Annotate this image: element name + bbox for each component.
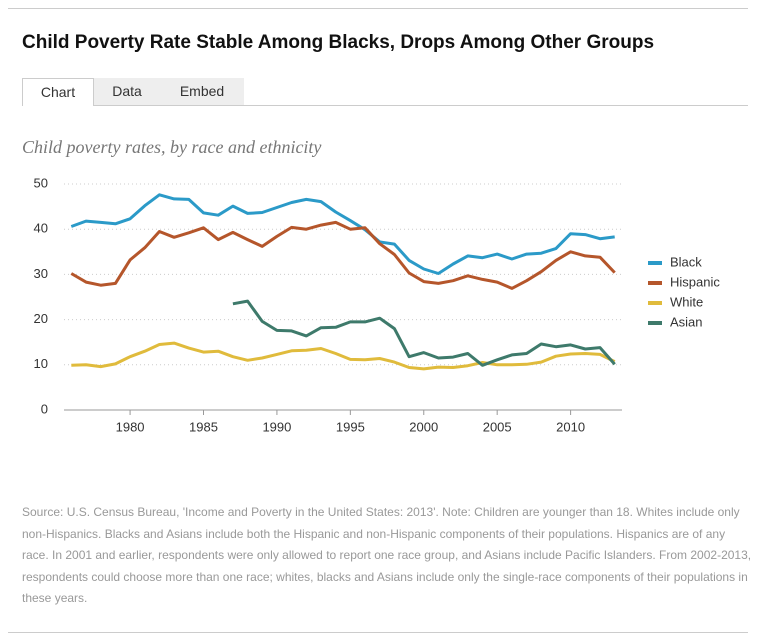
legend-label: Hispanic — [670, 274, 720, 289]
tab[interactable]: Chart — [22, 78, 94, 106]
y-tick-label: 0 — [41, 401, 48, 416]
series-line — [71, 341, 616, 371]
series-line — [70, 220, 616, 290]
x-tick-label: 2010 — [556, 419, 585, 434]
legend-label: White — [670, 294, 703, 309]
y-tick-label: 20 — [34, 311, 48, 326]
legend-label: Black — [670, 254, 702, 269]
y-tick-label: 50 — [34, 175, 48, 190]
x-tick-label: 2005 — [483, 419, 512, 434]
top-rule — [8, 8, 748, 9]
series-line — [232, 299, 616, 367]
tab-underline — [22, 105, 748, 106]
legend-label: Asian — [670, 314, 703, 329]
x-tick-label: 1980 — [116, 419, 145, 434]
chart: 0 10 20 30 40 50 1980 1985 1990 1995 2000 2005 2010 B… — [34, 175, 721, 434]
x-tick-label: 2000 — [409, 419, 438, 434]
y-tick-label: 30 — [34, 266, 48, 281]
x-tick-label: 1990 — [262, 419, 291, 434]
tab[interactable]: Data — [94, 78, 160, 105]
tab[interactable]: Embed — [160, 78, 244, 105]
x-tick-label: 1995 — [336, 419, 365, 434]
source-note: Source: U.S. Census Bureau, 'Income and … — [22, 505, 752, 605]
page-title: Child Poverty Rate Stable Among Blacks, … — [22, 32, 655, 53]
y-tick-label: 10 — [34, 356, 48, 371]
x-tick-label: 1985 — [189, 419, 218, 434]
series-line — [70, 193, 615, 275]
y-tick-label: 40 — [34, 221, 48, 236]
bottom-rule — [8, 632, 748, 633]
chart-subtitle: Child poverty rates, by race and ethnici… — [22, 137, 322, 157]
